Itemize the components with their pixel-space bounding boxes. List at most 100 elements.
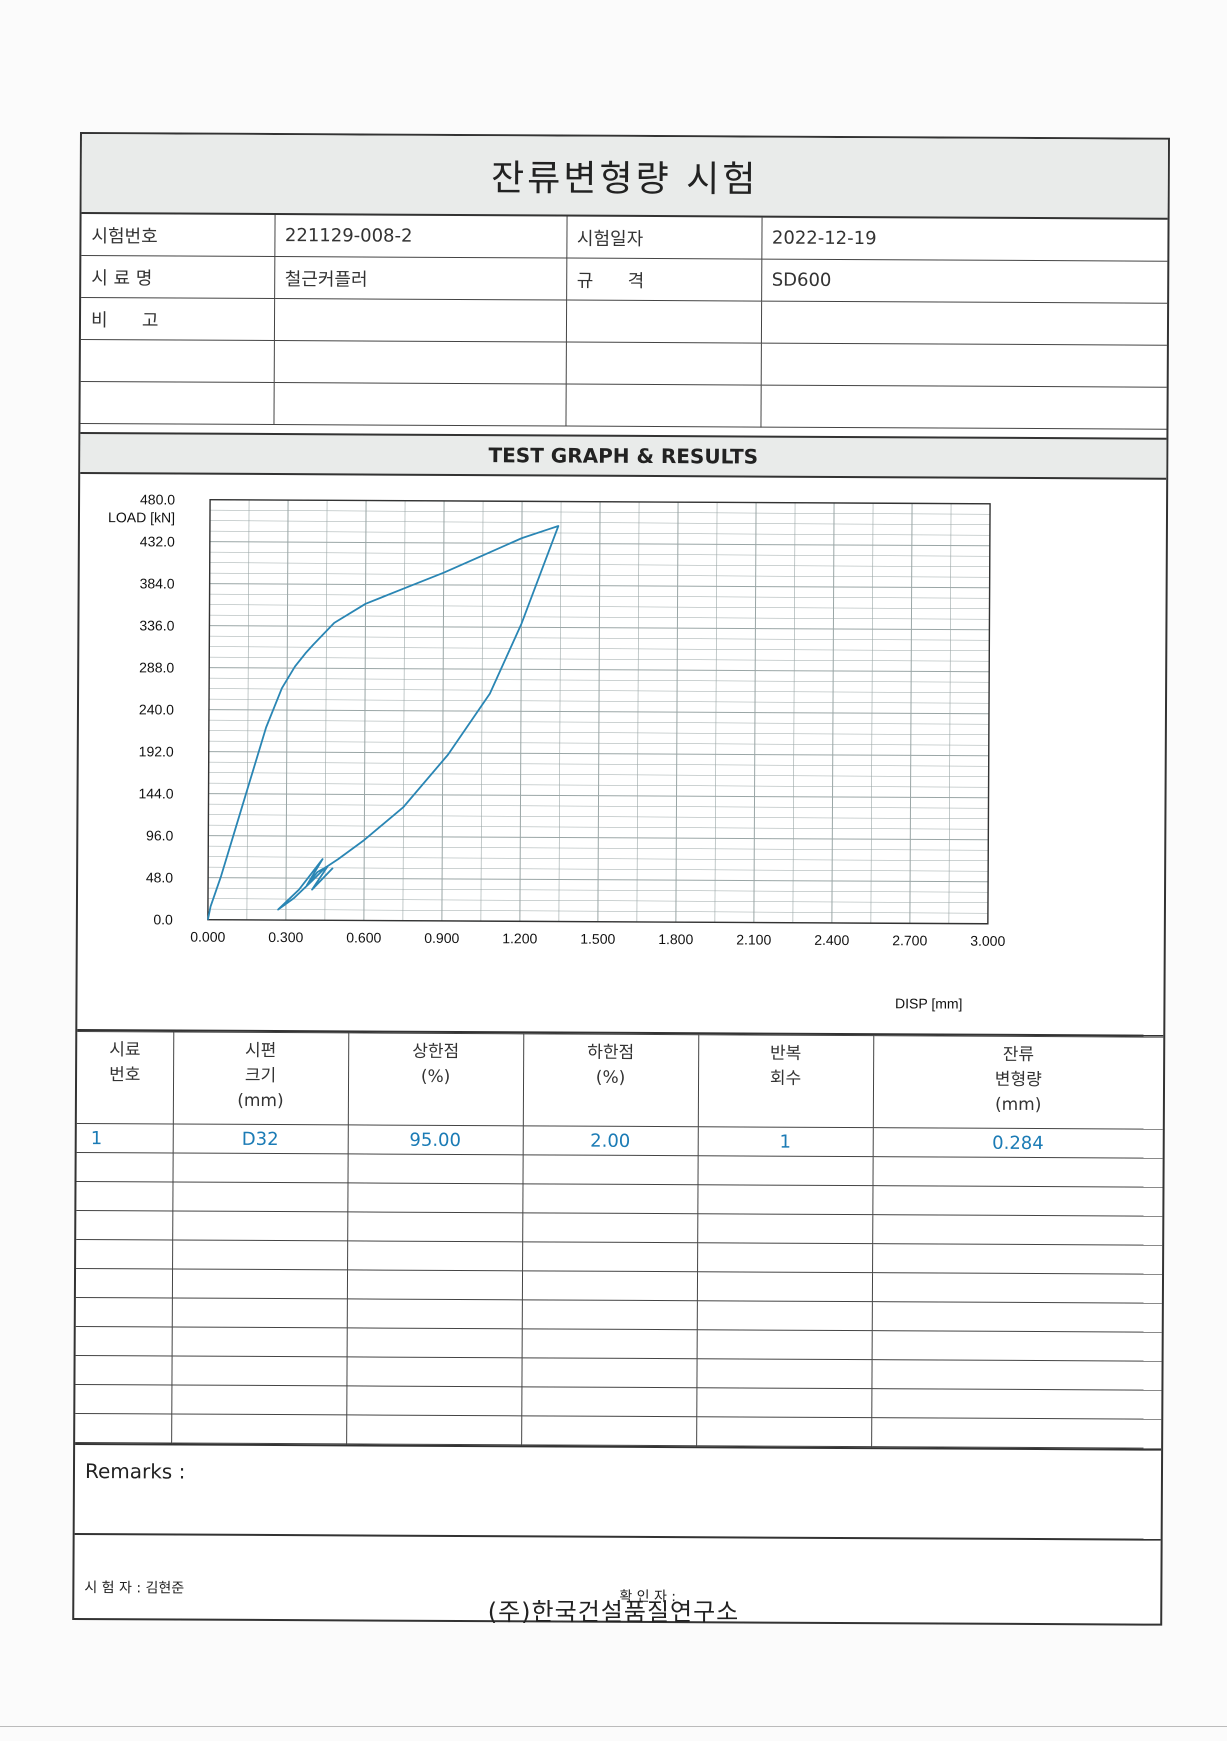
empty-cell: [521, 1415, 697, 1446]
empty-cell: [696, 1416, 872, 1447]
empty-cell: [521, 1386, 697, 1417]
empty-cell: [273, 382, 566, 427]
empty-cell: [346, 1356, 522, 1387]
x-tick-label: 2.100: [736, 931, 771, 947]
empty-cell: [697, 1242, 873, 1273]
empty-cell: [347, 1153, 523, 1184]
spec-value: SD600: [761, 259, 1168, 304]
empty-cell: [522, 1154, 698, 1185]
remarks-label: Remarks :: [84, 1459, 186, 1484]
empty-cell: [522, 1183, 698, 1214]
grid-line-h: [208, 887, 989, 893]
empty-cell: [75, 1297, 172, 1327]
grid-line-h: [209, 520, 990, 526]
grid-line-h: [209, 656, 990, 662]
empty-cell: [172, 1239, 348, 1270]
empty-cell: [171, 1355, 347, 1386]
grid-line-h: [208, 719, 989, 725]
graph-heading: TEST GRAPH & RESULTS: [80, 432, 1167, 480]
empty-cell: [347, 1240, 523, 1271]
page-rule: [0, 1726, 1227, 1727]
grid-line-h: [208, 772, 989, 778]
empty-cell: [76, 1210, 173, 1240]
grid-line-h: [208, 730, 989, 736]
results-header-3: 하한점 (%): [522, 1033, 699, 1127]
grid-line-h: [208, 877, 989, 883]
grid-line-h: [209, 572, 990, 578]
plot-frame: [207, 498, 991, 925]
empty-cell: [75, 1355, 172, 1385]
header-line: 회수: [769, 1068, 802, 1089]
grid-line-h: [208, 835, 989, 841]
sample-label: 시 료 명: [81, 255, 275, 299]
report-title: 잔류변형량 시험: [81, 134, 1168, 220]
empty-cell: [346, 1385, 522, 1416]
grid-line-h: [209, 625, 990, 631]
empty-cell: [75, 1384, 172, 1414]
empty-cell: [521, 1270, 698, 1301]
empty-cell: [171, 1297, 347, 1328]
grid-line-h: [209, 698, 990, 704]
x-axis-label: DISP [mm]: [895, 995, 963, 1011]
empty-cell: [871, 1359, 1162, 1391]
empty-cell: [565, 300, 762, 344]
load-disp-curve: [206, 525, 560, 920]
grid-line-h: [208, 824, 989, 830]
chart-grid: [207, 498, 991, 925]
empty-cell: [171, 1384, 347, 1415]
results-header-5: 잔류 변형량 (mm): [872, 1035, 1164, 1130]
grid-line-h: [207, 898, 988, 904]
header-line: 시료: [109, 1040, 141, 1061]
empty-cell: [521, 1328, 697, 1359]
empty-cell: [172, 1152, 348, 1183]
empty-cell: [696, 1329, 872, 1360]
y-tick-label: 336.0: [139, 617, 174, 633]
grid-line-h: [208, 761, 989, 767]
header-line: 반복: [769, 1043, 802, 1064]
grid-line-h: [208, 740, 989, 746]
empty-cell: [760, 385, 1167, 430]
empty-cell: [697, 1155, 873, 1186]
header-line: (%): [420, 1066, 451, 1087]
test-no-value: 221129-008-2: [274, 215, 567, 259]
empty-cell: [565, 384, 761, 428]
grid-line-h: [208, 793, 989, 799]
results-header-1: 시편 크기 (mm): [172, 1032, 349, 1125]
header-line: 크기: [244, 1065, 277, 1087]
empty-cell: [80, 381, 274, 425]
empty-cell: [697, 1213, 873, 1244]
grid-line-h: [208, 803, 989, 809]
y-tick-label: 240.0: [139, 701, 174, 717]
empty-cell: [347, 1182, 523, 1213]
test-date-label: 시험일자: [566, 216, 762, 260]
load-disp-chart: 0.000 0.300 0.600 0.900 1.200 1.500 1.800 2.100…: [108, 491, 1006, 1011]
empty-cell: [76, 1152, 173, 1182]
empty-cell: [171, 1268, 348, 1299]
header-line: (mm): [994, 1094, 1042, 1116]
empty-cell: [872, 1214, 1163, 1246]
grid-line-h: [209, 604, 990, 610]
x-tick-label: 1.200: [502, 930, 537, 946]
empty-cell: [565, 342, 761, 386]
x-tick-label: 0.000: [190, 929, 225, 945]
header-line: 하한점: [587, 1042, 635, 1063]
grid-line-h: [208, 751, 989, 757]
empty-cell: [80, 339, 274, 383]
empty-cell: [760, 301, 1168, 346]
empty-cell: [872, 1156, 1163, 1188]
grid-line-h: [208, 814, 989, 820]
grid-line-h: [208, 709, 989, 715]
info-table: 시험번호 221129-008-2 시험일자 2022-12-19 시 료 명 …: [80, 214, 1168, 430]
y-tick-label: 96.0: [146, 827, 174, 843]
header-line: 시편: [244, 1040, 277, 1062]
x-tick-label: 1.500: [580, 931, 615, 947]
grid-line-h: [209, 541, 990, 547]
x-tick-label: 2.700: [892, 932, 927, 948]
empty-cell: [522, 1212, 698, 1243]
y-tick-label: 0.0: [153, 911, 173, 927]
y-tick-label: 144.0: [138, 785, 173, 801]
grid-line-h: [208, 866, 989, 872]
empty-cell: [697, 1184, 873, 1215]
